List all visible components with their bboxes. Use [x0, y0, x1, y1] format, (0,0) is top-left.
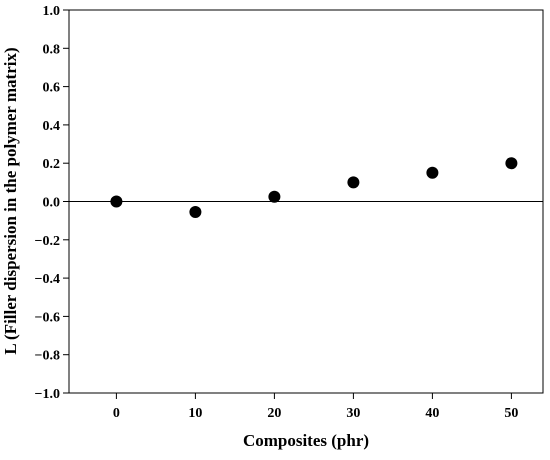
x-tick-label: 0 [113, 406, 120, 421]
data-point [189, 206, 202, 219]
x-tick-label: 40 [425, 406, 439, 421]
y-tick-label: −0.4 [35, 272, 60, 287]
y-tick-label: 0.4 [43, 119, 61, 134]
y-tick-label: 0.8 [43, 42, 61, 57]
data-point [110, 195, 123, 208]
data-point [347, 176, 360, 189]
y-tick-label: 0.6 [43, 81, 61, 96]
y-axis-ticks: 1.0 0.8 0.6 0.4 0.2 0.0 −0.2 −0.4 −0.6 −0.8 −1.0 [35, 4, 69, 402]
y-tick-label: −0.2 [35, 234, 60, 249]
y-tick-label: 1.0 [43, 4, 61, 19]
y-tick-label: −0.8 [35, 349, 60, 364]
y-tick-label: −0.6 [35, 310, 60, 325]
y-tick-label: 0.0 [43, 196, 61, 211]
y-axis-title: L (Filler dispersion in the polymer matr… [1, 47, 20, 354]
x-tick-label: 30 [346, 406, 360, 421]
y-tick-label: −1.0 [35, 387, 60, 402]
x-tick-label: 10 [188, 406, 202, 421]
x-tick-label: 20 [267, 406, 281, 421]
y-tick-label: 0.2 [43, 157, 61, 172]
x-tick-label: 50 [504, 406, 518, 421]
data-points [110, 157, 518, 219]
x-axis-title: Composites (phr) [243, 431, 369, 450]
data-point [268, 190, 281, 203]
x-axis-ticks: 0 10 20 30 40 50 [113, 393, 518, 421]
data-point [426, 166, 439, 179]
data-point [505, 157, 518, 170]
